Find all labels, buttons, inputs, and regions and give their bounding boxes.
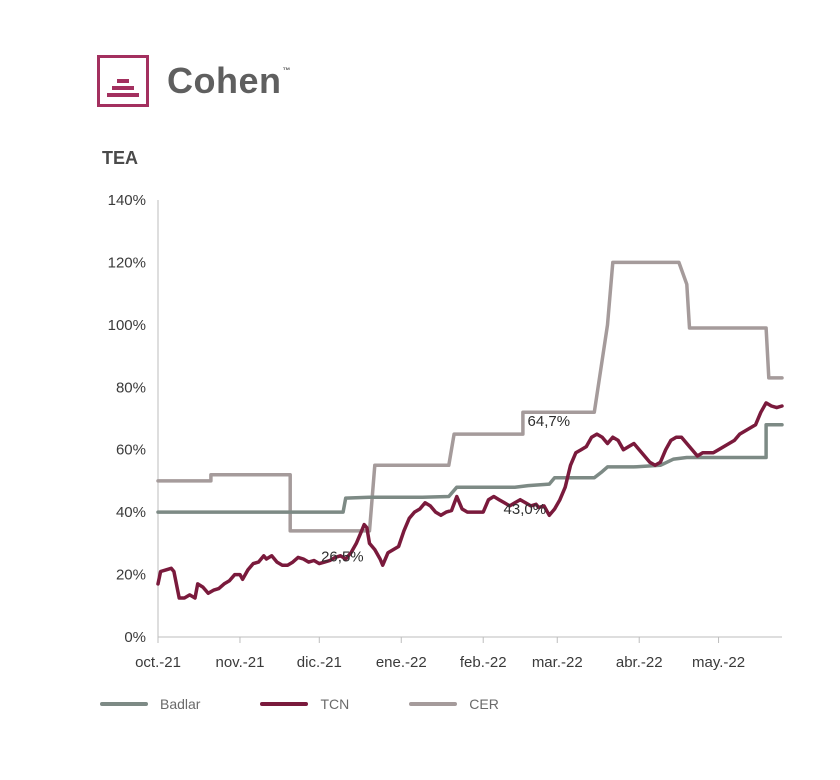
cohen-logo-icon (97, 55, 149, 107)
y-tick-label: 40% (116, 504, 146, 521)
legend-label: Badlar (160, 696, 201, 712)
data-label: 26,5% (321, 548, 364, 565)
series-line-badlar (156, 422, 784, 514)
data-label: 43,0% (504, 501, 547, 518)
line-chart: 0% 20% 40% 60% 80% 100% 120% 140% oct.-21 nov.-21… (108, 192, 784, 671)
x-tick-label: ene.-22 (376, 654, 427, 671)
legend-label: TCN (320, 696, 350, 712)
y-tick-label: 0% (124, 629, 146, 646)
y-tick-label: 120% (108, 254, 146, 271)
y-tick-label: 100% (108, 317, 146, 334)
x-tick-label: abr.-22 (616, 654, 663, 671)
brand-name: Cohen™ (167, 60, 291, 101)
y-tick-label: 140% (108, 192, 146, 209)
cohen-logo: Cohen™ (97, 55, 291, 107)
legend-label: CER (469, 696, 499, 712)
chart-legend: Badlar TCN CER (100, 696, 559, 712)
legend-swatch-tcn (260, 702, 309, 706)
legend-item-tcn: TCN (260, 696, 349, 712)
x-tick-label: may.-22 (692, 654, 745, 671)
y-tick-label: 20% (116, 567, 146, 584)
legend-swatch-badlar (100, 702, 148, 706)
data-label: 64,7% (528, 413, 571, 430)
legend-item-cer: CER (409, 696, 499, 712)
x-tick-label: feb.-22 (460, 654, 507, 671)
legend-swatch-cer (409, 702, 458, 706)
x-tick-label: nov.-21 (216, 654, 265, 671)
y-tick-label: 60% (116, 442, 146, 459)
series-line-cer (156, 260, 784, 533)
x-tick-label: oct.-21 (135, 654, 181, 671)
y-tick-label: 80% (116, 379, 146, 396)
series-line-tcn (156, 401, 784, 600)
legend-item-badlar: Badlar (100, 696, 200, 712)
y-axis-title: TEA (102, 148, 138, 168)
x-tick-label: dic.-21 (297, 654, 342, 671)
x-tick-label: mar.-22 (532, 654, 583, 671)
